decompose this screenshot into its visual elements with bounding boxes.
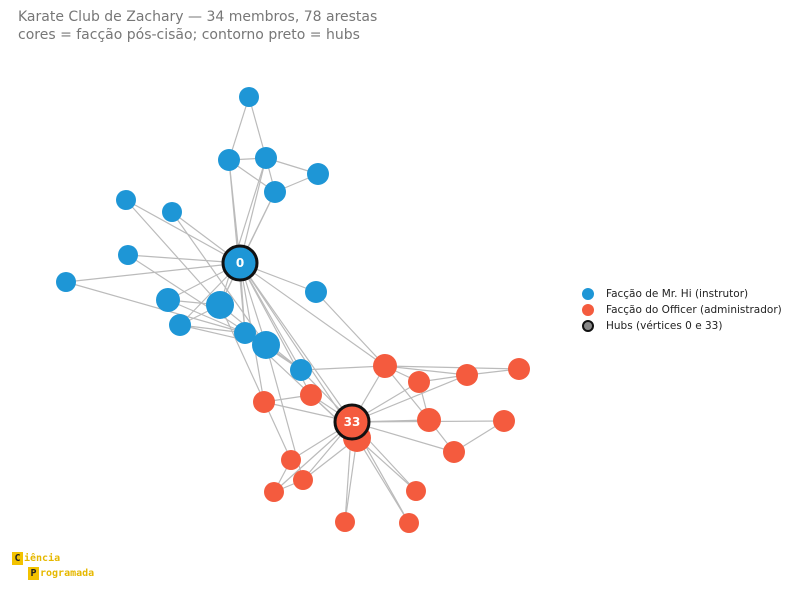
legend-swatch-mr-hi <box>582 288 594 300</box>
edge <box>127 254 241 264</box>
edge <box>384 365 468 376</box>
node-officer <box>281 450 301 470</box>
node-mr-hi <box>116 190 136 210</box>
edge <box>228 96 250 161</box>
legend-swatch-hubs <box>582 320 594 332</box>
node-mr-hi <box>156 288 180 312</box>
edge <box>315 291 386 367</box>
node-officer <box>399 513 419 533</box>
legend-label-officer: Facção do Officer (administrador) <box>606 304 782 316</box>
node-officer <box>417 408 441 432</box>
legend-item-officer: Facção do Officer (administrador) <box>582 302 782 318</box>
node-mr-hi <box>56 272 76 292</box>
node-officer <box>493 410 515 432</box>
legend: Facção de Mr. Hi (instrutor) Facção do O… <box>582 286 782 334</box>
legend-item-hubs: Hubs (vértices 0 e 33) <box>582 318 782 334</box>
logo-text-2: rogramada <box>40 568 95 579</box>
edge <box>356 437 410 524</box>
edge <box>351 374 468 423</box>
node-mr-hi <box>239 87 259 107</box>
node-officer <box>300 384 322 406</box>
logo-text-1: iência <box>24 553 61 564</box>
node-mr-hi <box>118 245 138 265</box>
edge <box>125 199 221 306</box>
node-officer <box>508 358 530 380</box>
edge <box>239 262 358 439</box>
legend-label-hubs: Hubs (vértices 0 e 33) <box>606 320 723 332</box>
legend-item-mr-hi: Facção de Mr. Hi (instrutor) <box>582 286 782 302</box>
node-officer <box>335 512 355 532</box>
edge <box>219 157 267 306</box>
edge <box>239 262 386 367</box>
logo-initial-c: C <box>12 552 23 565</box>
node-mr-hi <box>264 181 286 203</box>
node-officer <box>408 371 430 393</box>
edge <box>167 299 246 334</box>
title-line-1: Karate Club de Zachary — 34 membros, 78 … <box>18 9 378 25</box>
edge <box>239 262 353 423</box>
edge <box>65 281 246 334</box>
node-mr-hi <box>234 322 256 344</box>
node-mr-hi <box>218 149 240 171</box>
chart-title: Karate Club de Zachary — 34 membros, 78 … <box>18 8 377 44</box>
node-officer <box>373 354 397 378</box>
edge <box>384 365 520 370</box>
node-officer <box>293 470 313 490</box>
node-officer <box>264 482 284 502</box>
legend-swatch-officer <box>582 304 594 316</box>
edge <box>219 304 292 461</box>
node-mr-hi <box>252 331 280 359</box>
node-mr-hi <box>162 202 182 222</box>
edge <box>344 437 358 523</box>
edge <box>300 365 386 371</box>
edge <box>125 199 241 264</box>
hub-label-33: 33 <box>344 415 361 429</box>
logo-initial-p: P <box>28 567 39 580</box>
nodes: 0 33 <box>56 87 530 533</box>
edge <box>65 262 241 283</box>
node-officer <box>253 391 275 413</box>
title-line-2: cores = facção pós-cisão; contorno preto… <box>18 27 360 43</box>
hub-label-0: 0 <box>236 256 244 270</box>
node-mr-hi <box>169 314 191 336</box>
legend-label-mr-hi: Facção de Mr. Hi (instrutor) <box>606 288 749 300</box>
node-mr-hi <box>305 281 327 303</box>
node-mr-hi <box>206 291 234 319</box>
hub-node-33 <box>333 403 371 441</box>
node-mr-hi <box>290 359 312 381</box>
edge <box>171 211 267 346</box>
node-mr-hi <box>255 147 277 169</box>
node-officer <box>406 481 426 501</box>
node-officer <box>443 441 465 463</box>
node-mr-hi <box>307 163 329 185</box>
hub-node-0 <box>221 244 259 282</box>
node-officer <box>456 364 478 386</box>
